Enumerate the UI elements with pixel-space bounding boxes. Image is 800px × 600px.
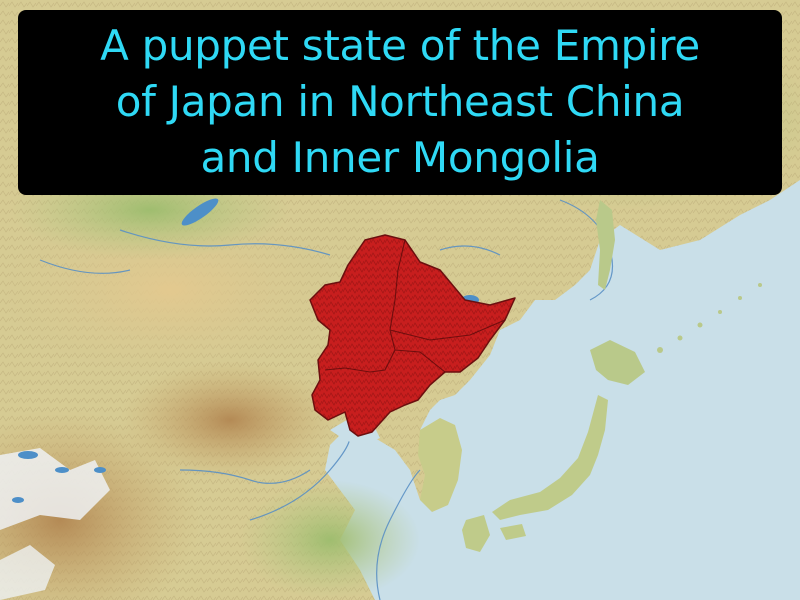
north-china-plain	[240, 480, 420, 600]
shikoku	[500, 524, 526, 540]
lake-3	[94, 467, 106, 473]
mountain-range-west	[120, 360, 340, 480]
province-borders	[324, 239, 506, 373]
caption-line-1: A puppet state of the Empire	[100, 21, 700, 70]
lake-4	[12, 497, 24, 503]
honshu	[492, 395, 608, 520]
kuril-islands	[657, 283, 762, 353]
caption-box: A puppet state of the Empire of Japan in…	[18, 10, 782, 195]
highlighted-region	[309, 234, 516, 437]
kyushu	[462, 515, 490, 552]
hokkaido	[590, 340, 645, 385]
snow-patch	[0, 448, 110, 530]
caption-line-3: and Inner Mongolia	[200, 133, 600, 182]
sakhalin-island	[596, 200, 615, 290]
lake-2	[55, 467, 69, 473]
caption-line-2: of Japan in Northeast China	[115, 77, 685, 126]
lake-1	[18, 451, 38, 459]
lake-baikal-area	[181, 198, 219, 226]
korean-peninsula	[418, 418, 462, 512]
snow-patch-2	[0, 545, 55, 600]
